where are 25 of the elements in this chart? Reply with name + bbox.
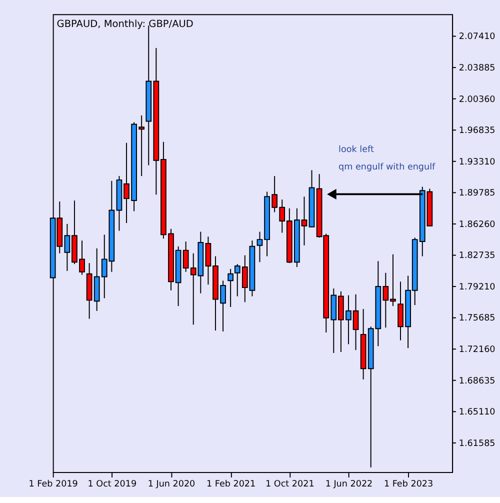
y-tick-label: 1.89785 <box>458 188 496 199</box>
y-tick-label: 1.93310 <box>458 157 496 168</box>
x-tick-label: 1 Feb 2021 <box>206 479 256 490</box>
candlestick <box>228 268 234 308</box>
y-tick-label: 1.72160 <box>458 345 496 356</box>
y-tick-label: 2.03885 <box>458 63 496 74</box>
y-tick-label: 1.68635 <box>458 376 496 386</box>
x-tick-label: 1 Feb 2023 <box>384 479 434 490</box>
x-tick-label: 1 Jun 2022 <box>325 479 373 490</box>
y-tick-label: 1.96835 <box>458 126 496 136</box>
y-tick-label: 1.86260 <box>458 220 496 230</box>
y-tick-label: 1.61585 <box>458 438 496 449</box>
x-tick-label: 1 Feb 2019 <box>28 479 78 490</box>
y-tick-label: 1.65110 <box>458 408 496 418</box>
y-tick-label: 1.75685 <box>458 314 496 324</box>
y-tick-label: 2.07410 <box>458 32 496 42</box>
annotation: look left <box>338 145 374 156</box>
y-tick-label: 2.00360 <box>458 94 496 105</box>
text: GBPAUD, Monthly: GBP/AUD <box>56 18 194 30</box>
y-tick-label: 1.79210 <box>458 282 496 292</box>
x-tick-label: 1 Jun 2020 <box>148 479 196 490</box>
x-tick-label: 1 Oct 2021 <box>265 479 314 490</box>
y-tick-label: 1.82735 <box>458 251 496 262</box>
x-tick-label: 1 Oct 2019 <box>88 479 137 490</box>
annotation: qm engulf with engulf <box>338 162 436 173</box>
